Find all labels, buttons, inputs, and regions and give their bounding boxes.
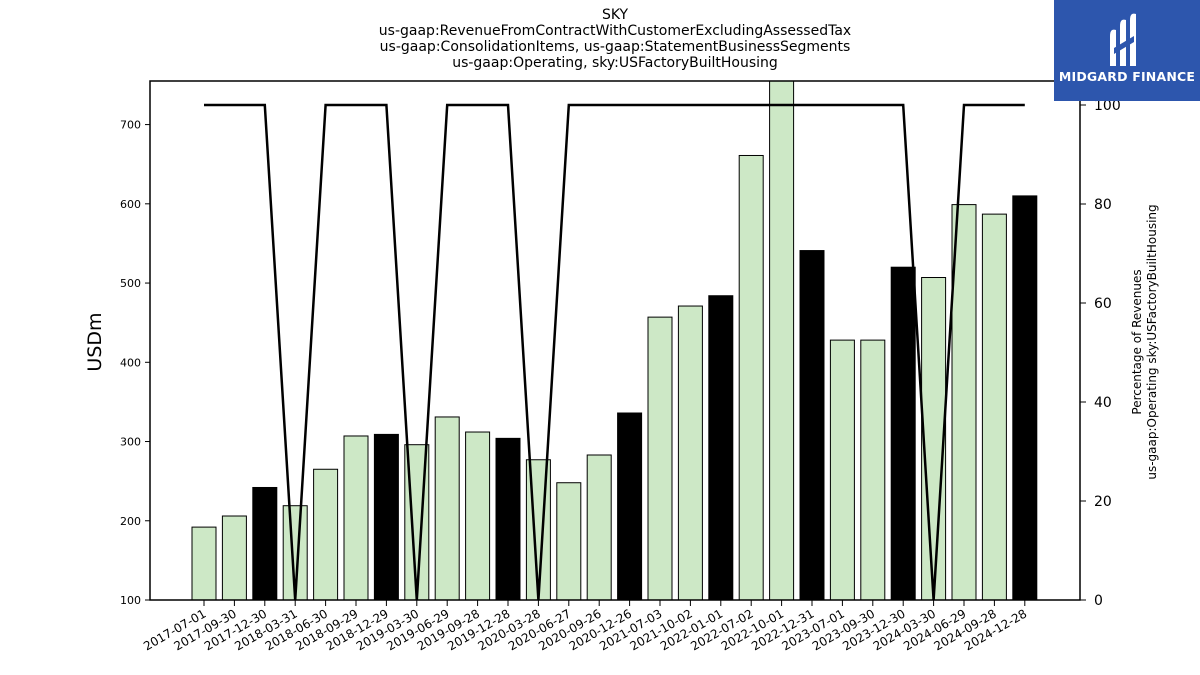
- bar: [191, 526, 217, 600]
- y-tick-label: 100: [120, 594, 141, 607]
- logo-text: MIDGARD FINANCE: [1058, 69, 1196, 84]
- bar: [617, 412, 643, 600]
- bar: [738, 154, 764, 600]
- y2-tick-label: 0: [1094, 593, 1103, 609]
- y2-axis-label: us-gaap:Operating sky:USFactoryBuiltHous…: [1145, 204, 1159, 479]
- bar: [373, 433, 399, 600]
- y-tick-label: 400: [120, 356, 141, 369]
- bar: [647, 316, 673, 600]
- bar: [343, 435, 369, 600]
- y2-tick-label: 100: [1094, 98, 1121, 114]
- bar: [495, 437, 521, 600]
- bar: [799, 250, 825, 600]
- y-tick-label: 300: [120, 436, 141, 449]
- title-line-3: us-gaap:ConsolidationItems, us-gaap:Stat…: [379, 39, 851, 55]
- chart-title: SKY us-gaap:RevenueFromContractWithCusto…: [150, 7, 1080, 71]
- bar: [313, 468, 339, 600]
- bar: [921, 277, 947, 600]
- bar: [252, 486, 278, 600]
- bar: [708, 295, 734, 600]
- y2-tick-label: 40: [1094, 395, 1112, 411]
- bar: [677, 305, 703, 600]
- bar: [556, 482, 582, 600]
- y-tick-label: 700: [120, 119, 141, 132]
- title-line-1: SKY: [601, 7, 629, 23]
- bar: [1012, 195, 1038, 600]
- bar: [860, 339, 886, 600]
- bar: [586, 454, 612, 600]
- y-tick-label: 200: [120, 515, 141, 528]
- title-line-4: us-gaap:Operating, sky:USFactoryBuiltHou…: [452, 55, 778, 71]
- y2-tick-label: 20: [1094, 494, 1112, 510]
- y-tick-label: 500: [120, 277, 141, 290]
- bar: [465, 431, 491, 600]
- bar: [951, 204, 977, 600]
- percentage-line: [204, 103, 1025, 601]
- bar: [221, 515, 247, 600]
- bar: [890, 266, 916, 600]
- logo-mark-icon: [1110, 13, 1136, 67]
- bar: [829, 339, 855, 600]
- y-tick-label: 600: [120, 198, 141, 211]
- midgard-finance-logo: MIDGARD FINANCE: [1054, 0, 1200, 101]
- y2-tick-label: 80: [1094, 197, 1112, 213]
- y-axis-label: USDm: [84, 312, 106, 371]
- bar: [769, 81, 795, 600]
- plot-frame: [149, 80, 1081, 601]
- bar: [434, 416, 460, 600]
- y2-axis-label: Percentage of Revenues: [1130, 269, 1144, 414]
- bar: [981, 213, 1007, 600]
- y2-tick-label: 60: [1094, 296, 1112, 312]
- title-line-2: us-gaap:RevenueFromContractWithCustomerE…: [378, 23, 852, 39]
